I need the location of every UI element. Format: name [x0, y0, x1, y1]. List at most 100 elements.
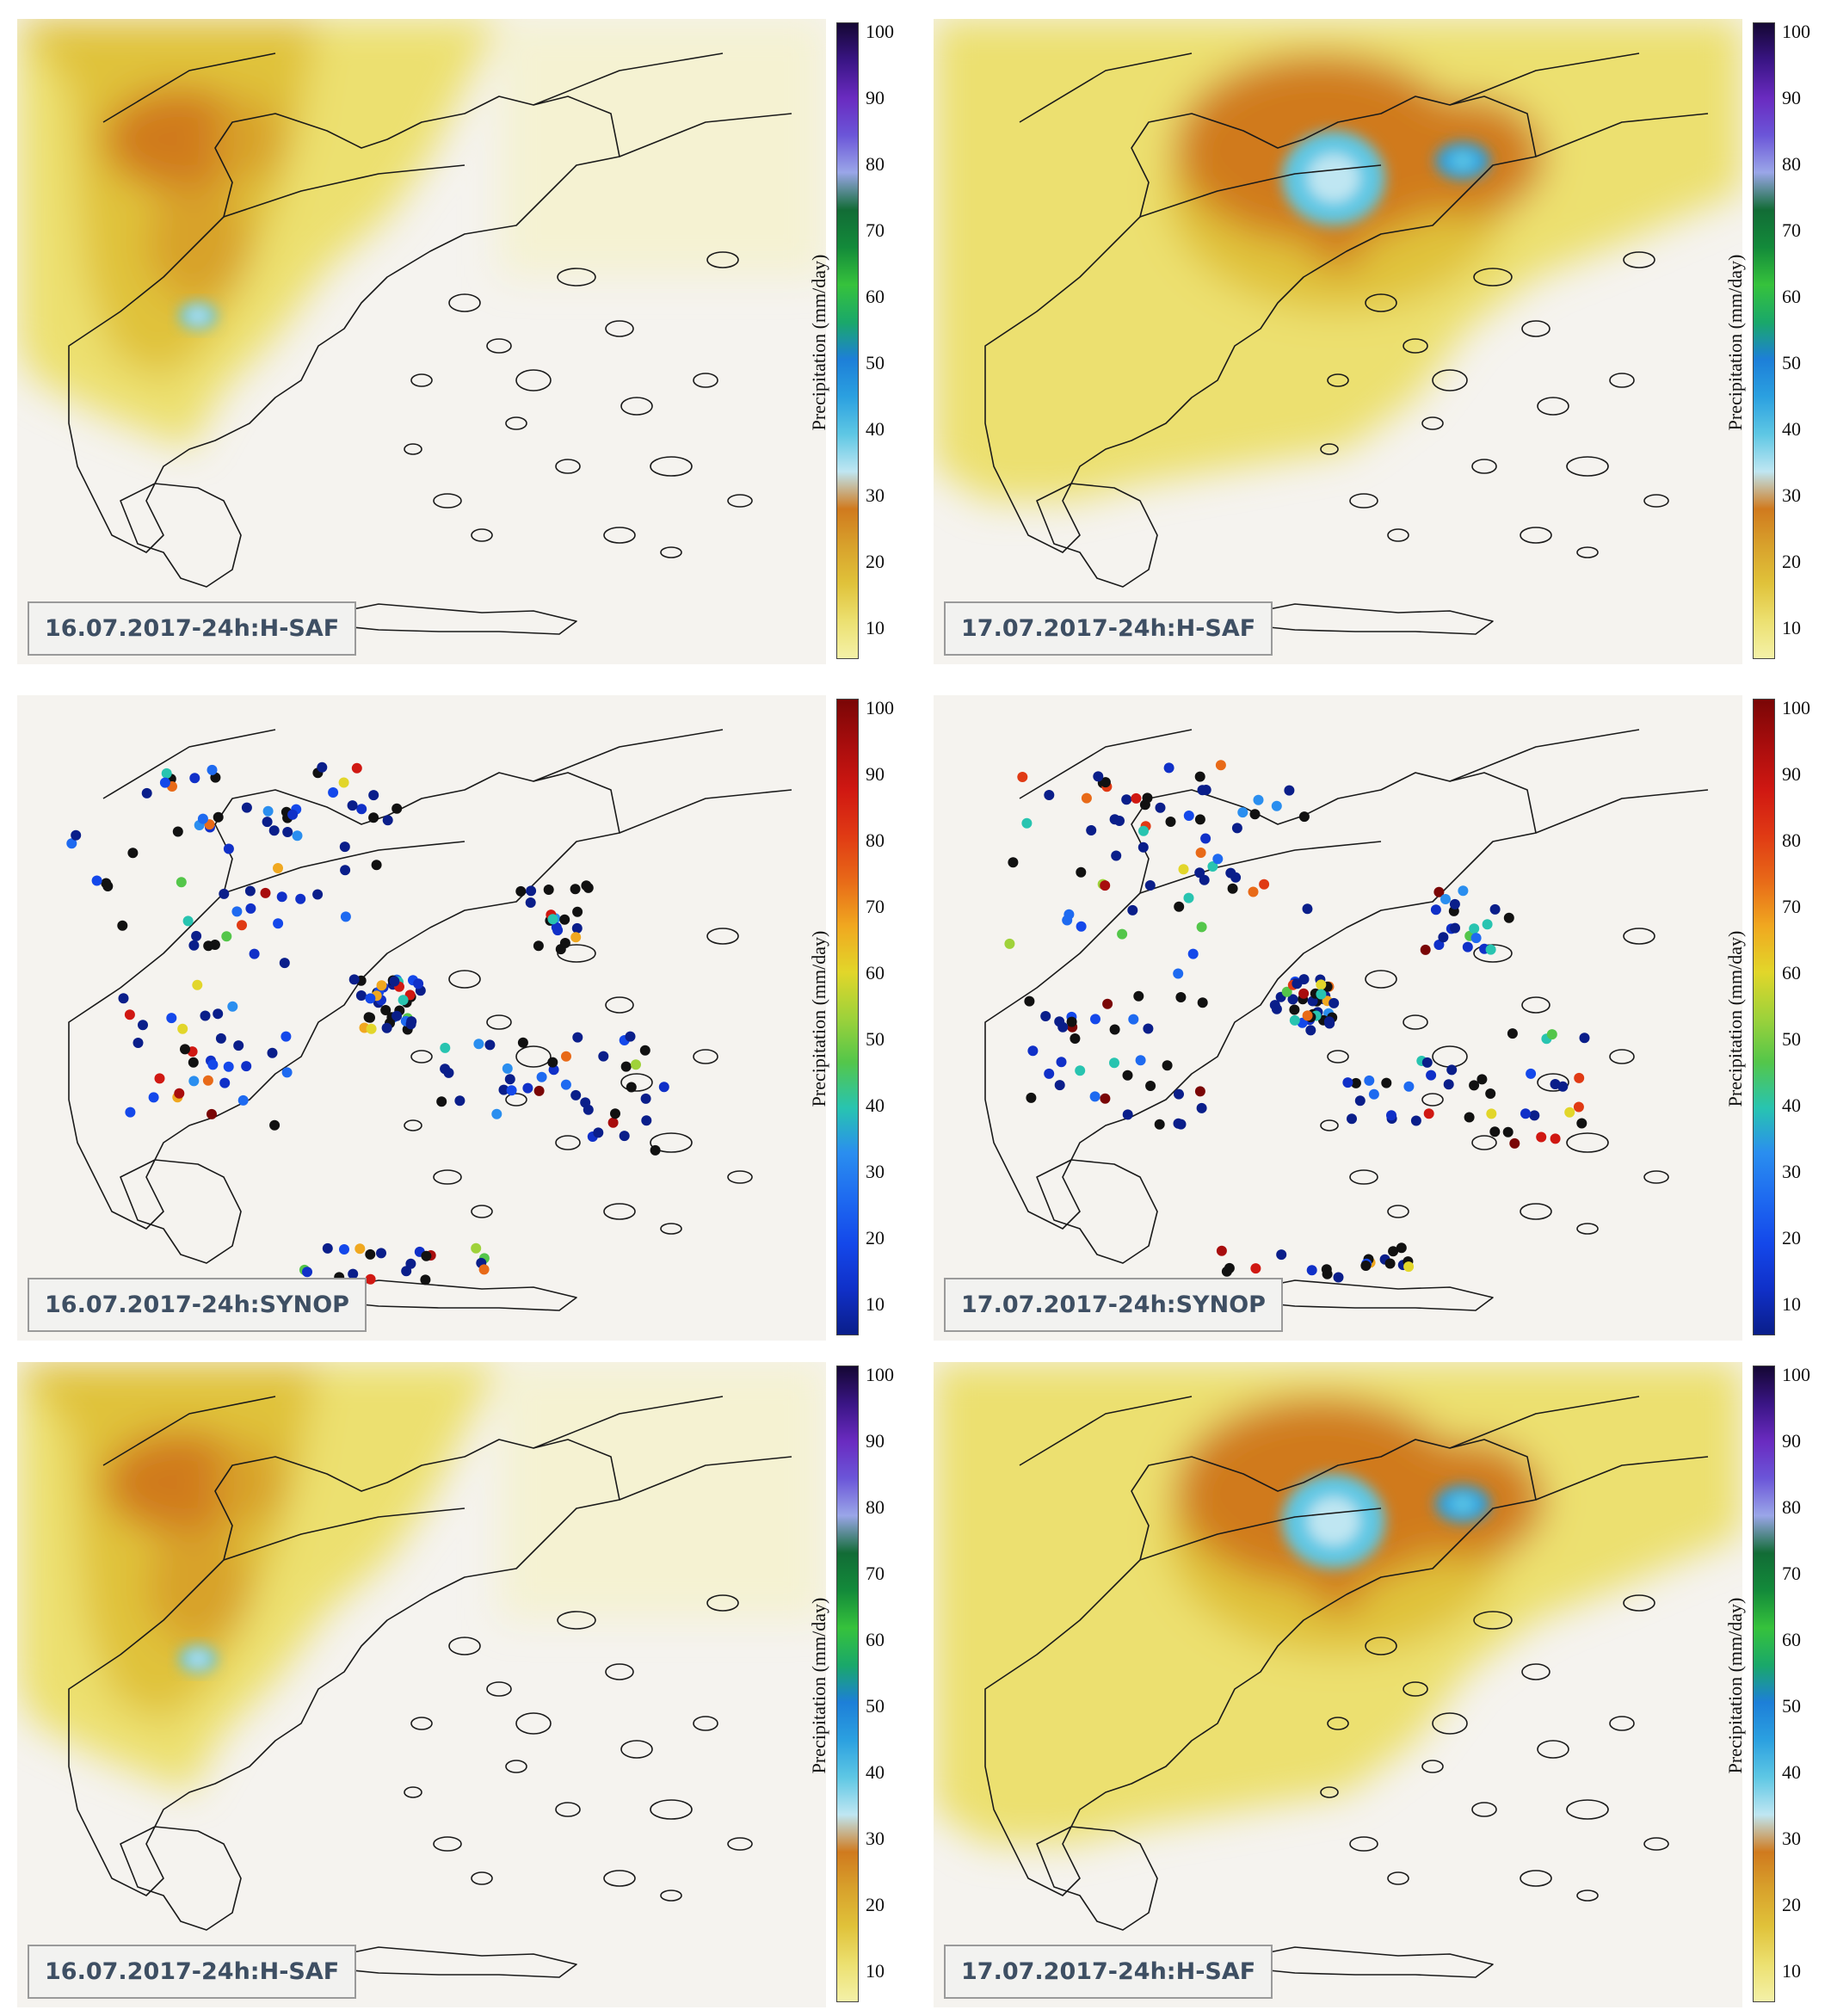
station-dot: [180, 1044, 190, 1055]
station-dot: [295, 893, 306, 904]
colorbar-label: Precipitation (mm/day): [808, 1597, 829, 1774]
colorbar-tick: 30: [866, 484, 885, 506]
station-dot: [1027, 1045, 1039, 1057]
station-dot: [1550, 1079, 1561, 1089]
station-dot: [607, 1117, 619, 1128]
station-dot: [1253, 794, 1264, 805]
station-dot: [1576, 1118, 1587, 1129]
colorbar-tick: 100: [1782, 21, 1810, 42]
colorbar-label: Precipitation (mm/day): [1724, 1597, 1746, 1774]
colorbar: [1753, 22, 1775, 659]
map-panel-hsaf-16-repeat: 16.07.2017-24h:H-SAF 100 90 80 70 60 50 40 30 20 1…: [17, 1362, 912, 2007]
station-dot: [365, 1273, 376, 1285]
station-dot: [1381, 1077, 1392, 1088]
station-dot: [1173, 968, 1184, 979]
station-dot: [1163, 762, 1174, 774]
colorbar-tick: 100: [866, 21, 894, 42]
station-dot: [570, 884, 581, 895]
station-dot: [1075, 1065, 1086, 1076]
station-dot: [133, 1038, 144, 1048]
map-panel-hsaf-17: 17.07.2017-24h:H-SAF 100 90 80 70 60 50 40 30 20 1…: [934, 19, 1828, 664]
station-dot: [572, 1032, 583, 1043]
colorbar-tick: 80: [1782, 1496, 1801, 1518]
map-area: [17, 19, 826, 664]
station-dot: [650, 1144, 661, 1156]
station-dot: [1259, 879, 1270, 890]
station-dot: [371, 860, 382, 871]
station-dot: [1250, 1263, 1261, 1274]
station-dot: [249, 948, 260, 959]
colorbar-tick: 30: [866, 1828, 885, 1849]
colorbar-tick: 80: [866, 153, 885, 175]
station-dot: [1403, 1081, 1415, 1092]
colorbar-tick: 80: [866, 1496, 885, 1518]
station-dot: [1155, 802, 1166, 813]
station-dot: [1368, 1088, 1379, 1100]
station-dot: [1183, 892, 1194, 903]
station-dot: [1520, 1108, 1531, 1119]
colorbar-tick: 20: [1782, 1894, 1801, 1915]
station-dot: [1421, 1057, 1433, 1068]
colorbar-label: Precipitation (mm/day): [808, 254, 829, 431]
colorbar: [1753, 1366, 1775, 2002]
station-dot: [1486, 1108, 1497, 1119]
station-dot: [1462, 941, 1473, 953]
station-dot: [207, 1108, 217, 1119]
station-dot: [1109, 1024, 1120, 1035]
station-dot: [347, 800, 358, 811]
station-dot: [382, 815, 393, 826]
map-area: [17, 695, 826, 1341]
station-dot: [391, 803, 403, 814]
station-dot: [559, 938, 570, 948]
station-dot: [1469, 1080, 1480, 1091]
station-dot: [117, 920, 128, 931]
station-dot: [241, 802, 252, 813]
station-dot: [1144, 880, 1156, 891]
station-dot: [1347, 1113, 1357, 1125]
station-dot: [267, 1047, 278, 1058]
station-dot: [192, 979, 203, 990]
station-dot: [1292, 978, 1303, 990]
station-dot: [1423, 1108, 1434, 1119]
station-dot: [1162, 1060, 1173, 1071]
station-dot: [148, 1092, 159, 1103]
station-dot: [203, 940, 214, 952]
station-dot: [1133, 990, 1144, 1002]
station-dot: [571, 922, 583, 934]
colorbar-tick: 20: [866, 1894, 885, 1915]
station-dot: [200, 1010, 211, 1021]
station-dot: [365, 1012, 375, 1023]
station-dot: [420, 1274, 431, 1285]
station-dot: [1114, 816, 1125, 826]
colorbar-tick: 30: [1782, 484, 1801, 506]
station-dot: [1076, 921, 1087, 932]
map-panel-hsaf-16: 16.07.2017-24h:H-SAF 100 90 80 70 60 50 40 30 20 1…: [17, 19, 912, 664]
station-dot: [1221, 1266, 1232, 1277]
colorbar: [836, 22, 859, 659]
colorbar-tick: 80: [1782, 153, 1801, 175]
station-dot: [1388, 1246, 1399, 1257]
station-dot: [166, 1013, 177, 1024]
station-dot: [1090, 1014, 1100, 1025]
station-dot: [1458, 885, 1469, 897]
station-dot: [560, 1079, 571, 1090]
station-dot: [1450, 922, 1460, 934]
colorbar-tick: 60: [1782, 286, 1801, 307]
station-dot: [213, 811, 224, 823]
station-dot: [1410, 1115, 1421, 1126]
station-dot: [124, 1009, 135, 1020]
station-dot: [1040, 1011, 1051, 1021]
station-dot: [517, 1037, 528, 1048]
station-dot: [1145, 1081, 1156, 1091]
station-dot: [1287, 994, 1298, 1005]
station-dot: [159, 777, 170, 788]
station-dot: [413, 978, 424, 990]
station-dot: [1174, 1088, 1184, 1100]
station-dot: [1093, 771, 1104, 782]
station-dot: [1197, 785, 1208, 796]
station-dot: [1249, 809, 1261, 820]
station-dot: [1024, 996, 1035, 1007]
colorbar-tick: 10: [1782, 1960, 1801, 1982]
station-dot: [287, 809, 299, 820]
station-dot: [625, 1031, 636, 1042]
